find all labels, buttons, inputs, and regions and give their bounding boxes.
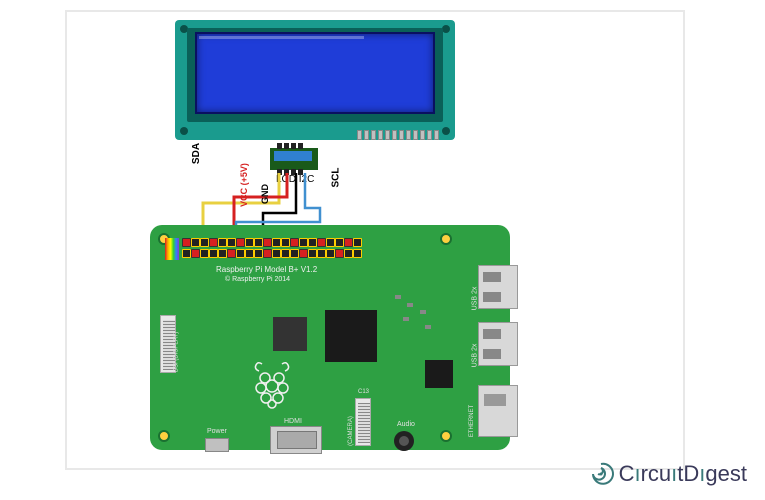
micro-usb-port [205, 438, 229, 452]
camera-label: (CAMERA) [348, 416, 354, 446]
gnd-label: GND [260, 184, 270, 204]
gpio-header-bottom [182, 249, 362, 258]
hdmi-label: HDMI [284, 418, 302, 425]
lcd-screen [195, 32, 435, 114]
gpio-header-top [182, 238, 362, 247]
wiring-diagram: LCD I2C SDA VCC (+5V) GND SCL [0, 0, 765, 500]
vcc-label: VCC (+5V) [239, 163, 249, 207]
gpio-rainbow [165, 238, 179, 260]
i2c-pins-top [277, 143, 303, 149]
brand-c: C [619, 461, 635, 486]
brand-rcu: rcu [641, 461, 672, 486]
usb2-label: USB 2x [471, 344, 478, 368]
lan-chip [425, 360, 453, 388]
lcd-pin-row [357, 130, 439, 140]
ethernet-port [478, 385, 518, 437]
scl-label: SCL [331, 168, 342, 188]
pi-copyright-text: © Raspberry Pi 2014 [225, 276, 290, 283]
ethernet-label: ETHERNET [469, 405, 475, 437]
i2c-adapter-board [270, 148, 318, 170]
display-label: DSI (DISPLAY) [173, 332, 179, 373]
hdmi-port [270, 426, 322, 454]
brand-gest: gest [705, 461, 747, 486]
cpu-chip [325, 310, 377, 362]
spiral-icon [587, 460, 615, 488]
power-label: Power [207, 428, 227, 435]
sda-label: SDA [191, 143, 202, 164]
circuitdigest-logo: CırcuıtDıgest [587, 460, 747, 488]
usb-port-1 [478, 265, 518, 309]
usb1-label: USB 2x [471, 287, 478, 311]
audio-label: Audio [397, 421, 415, 428]
i2c-label: LCD I2C [276, 174, 314, 185]
secondary-chip [273, 317, 307, 351]
brand-d: D [683, 461, 699, 486]
audio-jack [394, 431, 414, 451]
smd-components [395, 295, 455, 345]
raspberry-pi-logo [250, 358, 294, 410]
camera-connector [355, 398, 371, 446]
pi-model-text: Raspberry Pi Model B+ V1.2 [216, 265, 317, 274]
c13-label: C13 [358, 389, 369, 395]
usb-port-2 [478, 322, 518, 366]
